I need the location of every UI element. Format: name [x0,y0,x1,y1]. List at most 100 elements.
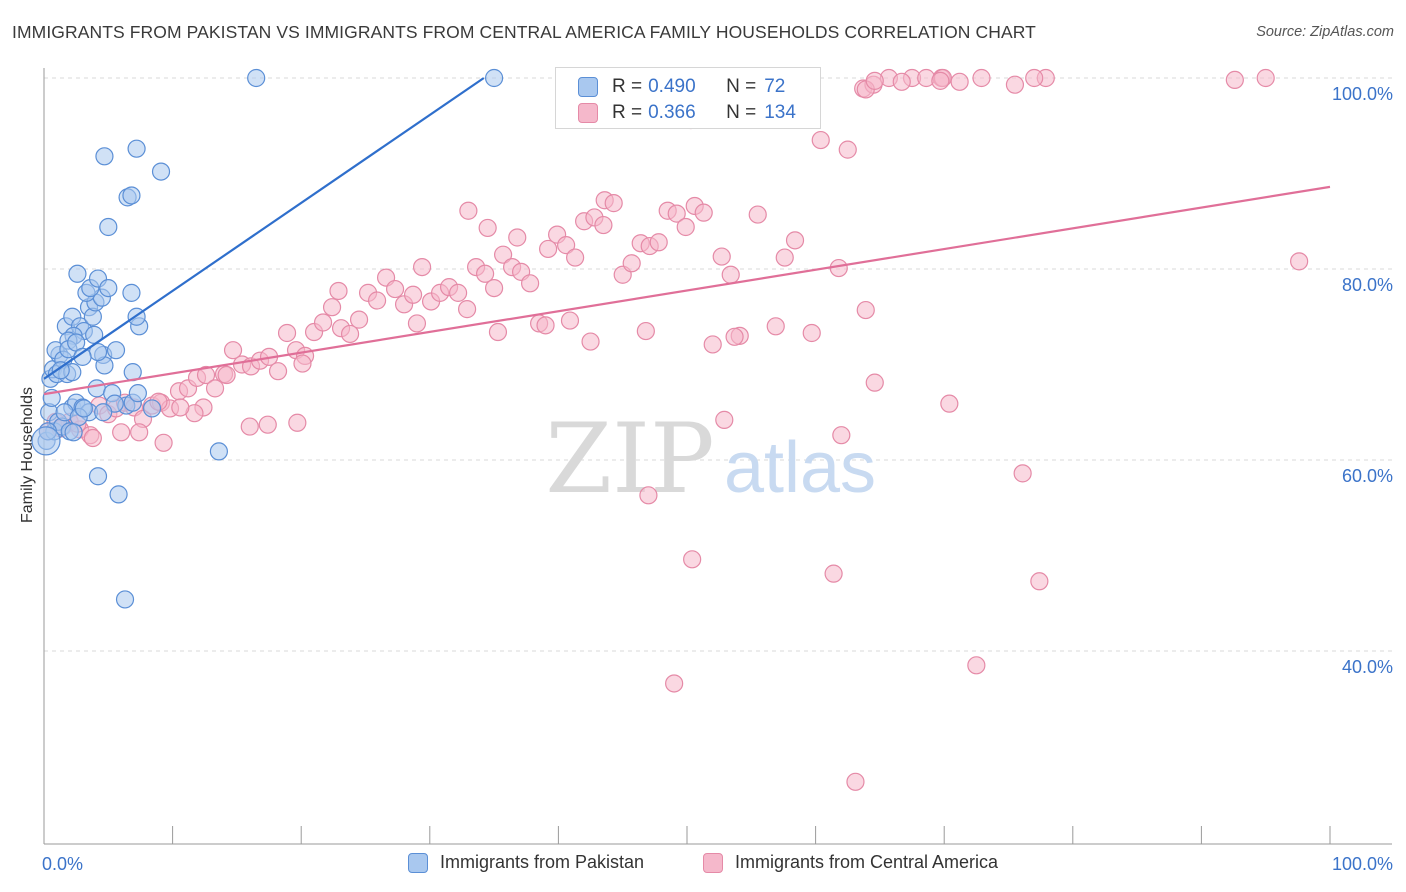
data-point-central-america [676,217,695,237]
data-point-central-america [1256,68,1275,88]
data-point-central-america [407,314,427,333]
data-point-central-america [639,486,658,505]
data-point-central-america [223,341,243,360]
data-point-central-america [1005,75,1025,94]
data-point-central-america [667,204,686,223]
stats-legend: R = 0.490 N = 72 R = 0.366 N = 134 [555,67,821,129]
legend-swatch-blue [578,77,598,97]
data-point-central-america [972,68,991,88]
data-point-pakistan [31,426,61,456]
data-point-central-america [171,398,190,417]
stats-legend-row-central-america: R = 0.366 N = 134 [578,101,796,125]
data-point-central-america [83,428,102,448]
data-point-central-america [775,248,794,267]
data-point-central-america [293,354,312,373]
legend-n-value: 134 [764,102,796,123]
data-point-pakistan [142,399,162,418]
legend-r-label: R = [612,102,643,123]
data-point-pakistan [151,162,171,181]
data-point-central-america [154,433,173,452]
data-point-central-america [1225,70,1244,90]
data-point-pakistan [247,68,266,88]
data-point-pakistan [87,379,106,398]
points-central-america [38,68,1309,791]
data-point-central-america [811,130,830,150]
data-point-central-america [403,285,423,304]
series-legend-pakistan[interactable]: Immigrants from Pakistan [408,852,644,873]
data-point-central-america [322,298,342,317]
data-point-central-america [636,321,655,341]
data-point-central-america [604,194,623,213]
stats-legend-row-pakistan: R = 0.490 N = 72 [578,75,785,99]
data-point-pakistan [109,485,128,504]
data-point-pakistan [64,423,83,442]
data-point-central-america [459,201,478,220]
legend-swatch-blue [408,852,428,873]
data-point-central-america [694,203,713,222]
data-point-central-america [581,332,600,351]
data-point-central-america [258,415,277,434]
data-point-central-america [475,264,495,283]
data-point-pakistan [95,147,114,166]
data-point-central-america [892,72,911,91]
data-point-central-america [288,413,307,432]
data-point-central-america [367,291,387,310]
data-point-central-america [802,323,821,343]
data-point-central-america [485,279,504,298]
data-point-central-america [715,410,734,429]
data-point-central-america [566,248,585,267]
axes [43,68,1392,845]
data-point-pakistan [94,403,113,422]
data-point-central-america [703,335,722,354]
y-tick-label: 100.0% [1332,84,1393,104]
trend-lines [43,77,1331,396]
data-point-central-america [130,423,149,442]
data-point-central-america [1290,252,1309,271]
data-point-central-america [240,417,259,436]
source-credit: Source: ZipAtlas.com [1256,24,1394,40]
data-point-central-america [1030,572,1049,591]
legend-n-value: 72 [764,76,786,97]
data-point-central-america [766,317,785,336]
data-point-central-america [217,365,236,385]
legend-n-label: N = [726,102,757,123]
data-point-central-america [521,274,540,293]
x-tick-label-min: 0.0% [42,854,83,874]
data-point-central-america [112,423,131,442]
data-point-central-america [856,300,875,320]
data-point-central-america [536,316,555,335]
data-point-central-america [785,231,805,250]
watermark: ZIP atlas [545,403,876,515]
tick-labels: 100.0% 80.0% 60.0% 40.0% 0.0% 100.0% [42,84,1393,874]
data-point-pakistan [106,341,126,360]
data-point-central-america [412,257,432,277]
data-point-central-america [478,218,497,238]
data-point-central-america [725,327,744,346]
legend-r-label: R = [612,76,643,97]
data-point-central-america [385,279,405,299]
data-point-central-america [832,426,851,445]
data-point-central-america [205,379,225,398]
data-point-central-america [313,313,333,332]
data-point-pakistan [122,186,141,205]
data-point-central-america [196,365,216,385]
data-point-central-america [649,233,668,252]
y-tick-label: 60.0% [1342,466,1393,486]
series-legend-central-america[interactable]: Immigrants from Central America [703,852,998,873]
data-point-central-america [539,239,558,259]
data-point-central-america [594,215,613,235]
data-point-central-america [1025,68,1044,88]
data-point-central-america [683,550,702,569]
data-point-central-america [950,72,969,91]
data-point-central-america [448,283,468,302]
data-point-central-america [1013,464,1032,483]
data-point-pakistan [99,217,118,237]
legend-swatch-pink [578,103,598,123]
data-point-central-america [277,323,297,343]
watermark-atlas: atlas [724,428,876,508]
data-point-pakistan [99,279,118,298]
data-point-pakistan [122,283,141,302]
data-point-central-america [457,300,477,319]
legend-swatch-pink [703,852,723,873]
